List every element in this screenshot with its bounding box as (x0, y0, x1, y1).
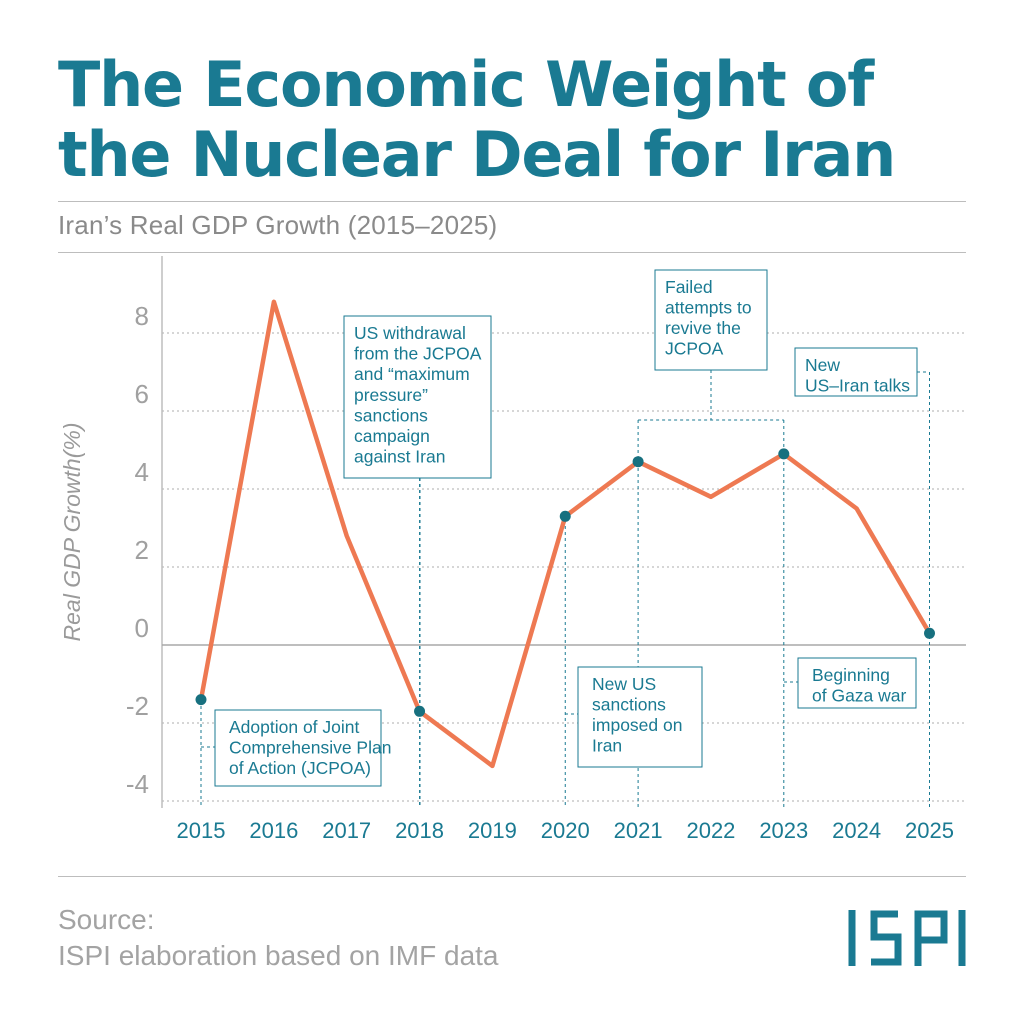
annotation-box-2015 (214, 709, 382, 787)
x-tick-label: 2018 (395, 818, 444, 843)
annotation-text: Adoption of Joint (229, 717, 360, 737)
annotation-text: sanctions (592, 695, 666, 715)
x-tick-label: 2015 (177, 818, 226, 843)
annotation-text: and “maximum (354, 364, 470, 384)
chart-subtitle: Iran’s Real GDP Growth (2015–2025) (58, 210, 498, 240)
annotation-text: Iran (592, 736, 622, 756)
annotation-text: attempts to (665, 298, 752, 318)
data-point-2021 (632, 456, 644, 468)
data-point-2023 (778, 448, 790, 460)
subtitle-divider (58, 252, 966, 253)
annotation-box-2023 (797, 657, 917, 709)
annotation-text: imposed on (592, 715, 682, 735)
x-tick-label: 2016 (249, 818, 298, 843)
annotation-text: JCPOA (665, 339, 724, 359)
title-line-2: the Nuclear Deal for Iran (58, 118, 896, 191)
annotation-text: Comprehensive Plan (229, 738, 391, 758)
data-point-2015 (195, 694, 207, 706)
y-tick-label: 0 (135, 613, 149, 643)
annotation-text: from the JCPOA (354, 344, 482, 364)
annotation-box-2021-2023 (654, 269, 768, 371)
annotation-text: of Action (JCPOA) (229, 758, 371, 778)
title-line-1: The Economic Weight of (58, 48, 874, 121)
y-tick-label: -4 (126, 769, 149, 799)
annotation-box-2018 (343, 315, 492, 479)
x-tick-label: 2023 (759, 818, 808, 843)
x-tick-label: 2024 (832, 818, 881, 843)
title-divider (58, 201, 966, 202)
y-tick-label: 8 (135, 301, 149, 331)
annotation-text: against Iran (354, 447, 445, 467)
annotation-box-2025 (794, 347, 918, 397)
annotation-text: New (805, 355, 840, 375)
page-title: The Economic Weight of the Nuclear Deal … (58, 50, 998, 190)
source-label: Source: (58, 904, 155, 935)
annotation-text: US–Iran talks (805, 376, 910, 396)
x-tick-label: 2021 (614, 818, 663, 843)
annotation-text: revive the (665, 318, 741, 338)
y-axis-title: Real GDP Growth(%) (59, 423, 85, 642)
footer-divider (58, 876, 966, 877)
annotation-text: of Gaza war (812, 686, 907, 706)
x-tick-label: 2022 (686, 818, 735, 843)
y-tick-label: 6 (135, 379, 149, 409)
x-tick-label: 2017 (322, 818, 371, 843)
data-point-2018 (414, 705, 426, 717)
source-text: ISPI elaboration based on IMF data (58, 940, 499, 971)
data-point-2025 (924, 627, 935, 639)
annotation-text: New US (592, 674, 656, 694)
annotation-text: campaign (354, 426, 430, 446)
annotation-text: Failed (665, 277, 713, 297)
y-tick-label: -2 (126, 691, 149, 721)
annotation-text: pressure” (354, 385, 428, 405)
annotation-text: sanctions (354, 405, 428, 425)
x-tick-label: 2025 (905, 818, 954, 843)
ispi-logo (848, 910, 966, 966)
annotation-text: US withdrawal (354, 323, 466, 343)
data-point-2020 (559, 510, 571, 522)
annotation-text: Beginning (812, 665, 890, 685)
x-tick-label: 2019 (468, 818, 517, 843)
annotation-box-2020 (577, 666, 703, 768)
x-tick-label: 2020 (541, 818, 590, 843)
y-tick-label: 4 (135, 457, 149, 487)
y-tick-label: 2 (135, 535, 149, 565)
